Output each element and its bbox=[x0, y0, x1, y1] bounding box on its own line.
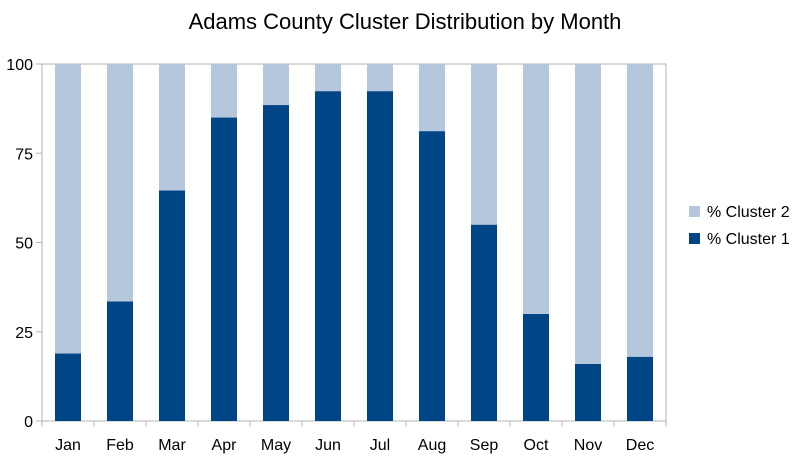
bar-jan-cluster-1 bbox=[55, 353, 81, 421]
bar-jun-cluster-2 bbox=[315, 64, 341, 92]
x-tick-label: Aug bbox=[418, 437, 446, 454]
y-tick-label: 0 bbox=[24, 414, 33, 431]
bar-sep-cluster-1 bbox=[471, 224, 497, 421]
legend-swatch bbox=[689, 233, 700, 244]
bar-apr-cluster-2 bbox=[211, 64, 237, 118]
plot-area: 0 25 50 75 100 Jan Feb Mar Apr May Jun Jul Aug Sep Oct… bbox=[6, 57, 667, 454]
y-tick-label: 25 bbox=[15, 325, 33, 342]
bar-nov-cluster-1 bbox=[575, 363, 601, 421]
x-tick-label: Oct bbox=[524, 437, 549, 454]
y-tick-label: 75 bbox=[15, 146, 33, 163]
bar-may-cluster-2 bbox=[263, 64, 289, 106]
legend: % Cluster 2 % Cluster 1 bbox=[689, 204, 790, 248]
x-tick-label: Nov bbox=[574, 437, 602, 454]
y-tick-label: 50 bbox=[15, 236, 33, 253]
chart-title: Adams County Cluster Distribution by Mon… bbox=[188, 9, 622, 34]
bar-mar-cluster-1 bbox=[159, 190, 185, 421]
bar-jan-cluster-2 bbox=[55, 64, 81, 354]
bar-may-cluster-1 bbox=[263, 105, 289, 422]
bar-apr-cluster-1 bbox=[211, 117, 237, 422]
x-tick-label: Feb bbox=[106, 437, 134, 454]
plot-frame bbox=[41, 63, 667, 422]
bar-oct-cluster-1 bbox=[523, 313, 549, 421]
y-tick-label: 100 bbox=[6, 57, 33, 74]
x-tick-label: Dec bbox=[626, 437, 654, 454]
bar-dec-cluster-2 bbox=[627, 64, 653, 357]
x-tick-label: May bbox=[261, 437, 291, 454]
bar-nov-cluster-2 bbox=[575, 64, 601, 364]
x-tick-label: Jan bbox=[55, 437, 81, 454]
x-tick-label: Apr bbox=[212, 437, 238, 454]
x-tick-label: Jun bbox=[315, 437, 341, 454]
bar-jul-cluster-1 bbox=[367, 91, 393, 421]
x-tick-label: Mar bbox=[158, 437, 186, 454]
bar-aug-cluster-2 bbox=[419, 64, 445, 132]
x-tick-label: Jul bbox=[370, 437, 390, 454]
x-tick-label: Sep bbox=[470, 437, 499, 454]
bar-sep-cluster-2 bbox=[471, 64, 497, 225]
bar-oct-cluster-2 bbox=[523, 64, 549, 314]
bar-jul-cluster-2 bbox=[367, 64, 393, 92]
bar-feb-cluster-2 bbox=[107, 64, 133, 302]
bar-dec-cluster-1 bbox=[627, 356, 653, 421]
bar-feb-cluster-1 bbox=[107, 301, 133, 421]
bar-mar-cluster-2 bbox=[159, 64, 185, 191]
legend-label: % Cluster 1 bbox=[707, 231, 790, 248]
legend-swatch bbox=[689, 206, 700, 217]
bar-aug-cluster-1 bbox=[419, 131, 445, 421]
bar-jun-cluster-1 bbox=[315, 91, 341, 421]
legend-label: % Cluster 2 bbox=[707, 204, 790, 221]
